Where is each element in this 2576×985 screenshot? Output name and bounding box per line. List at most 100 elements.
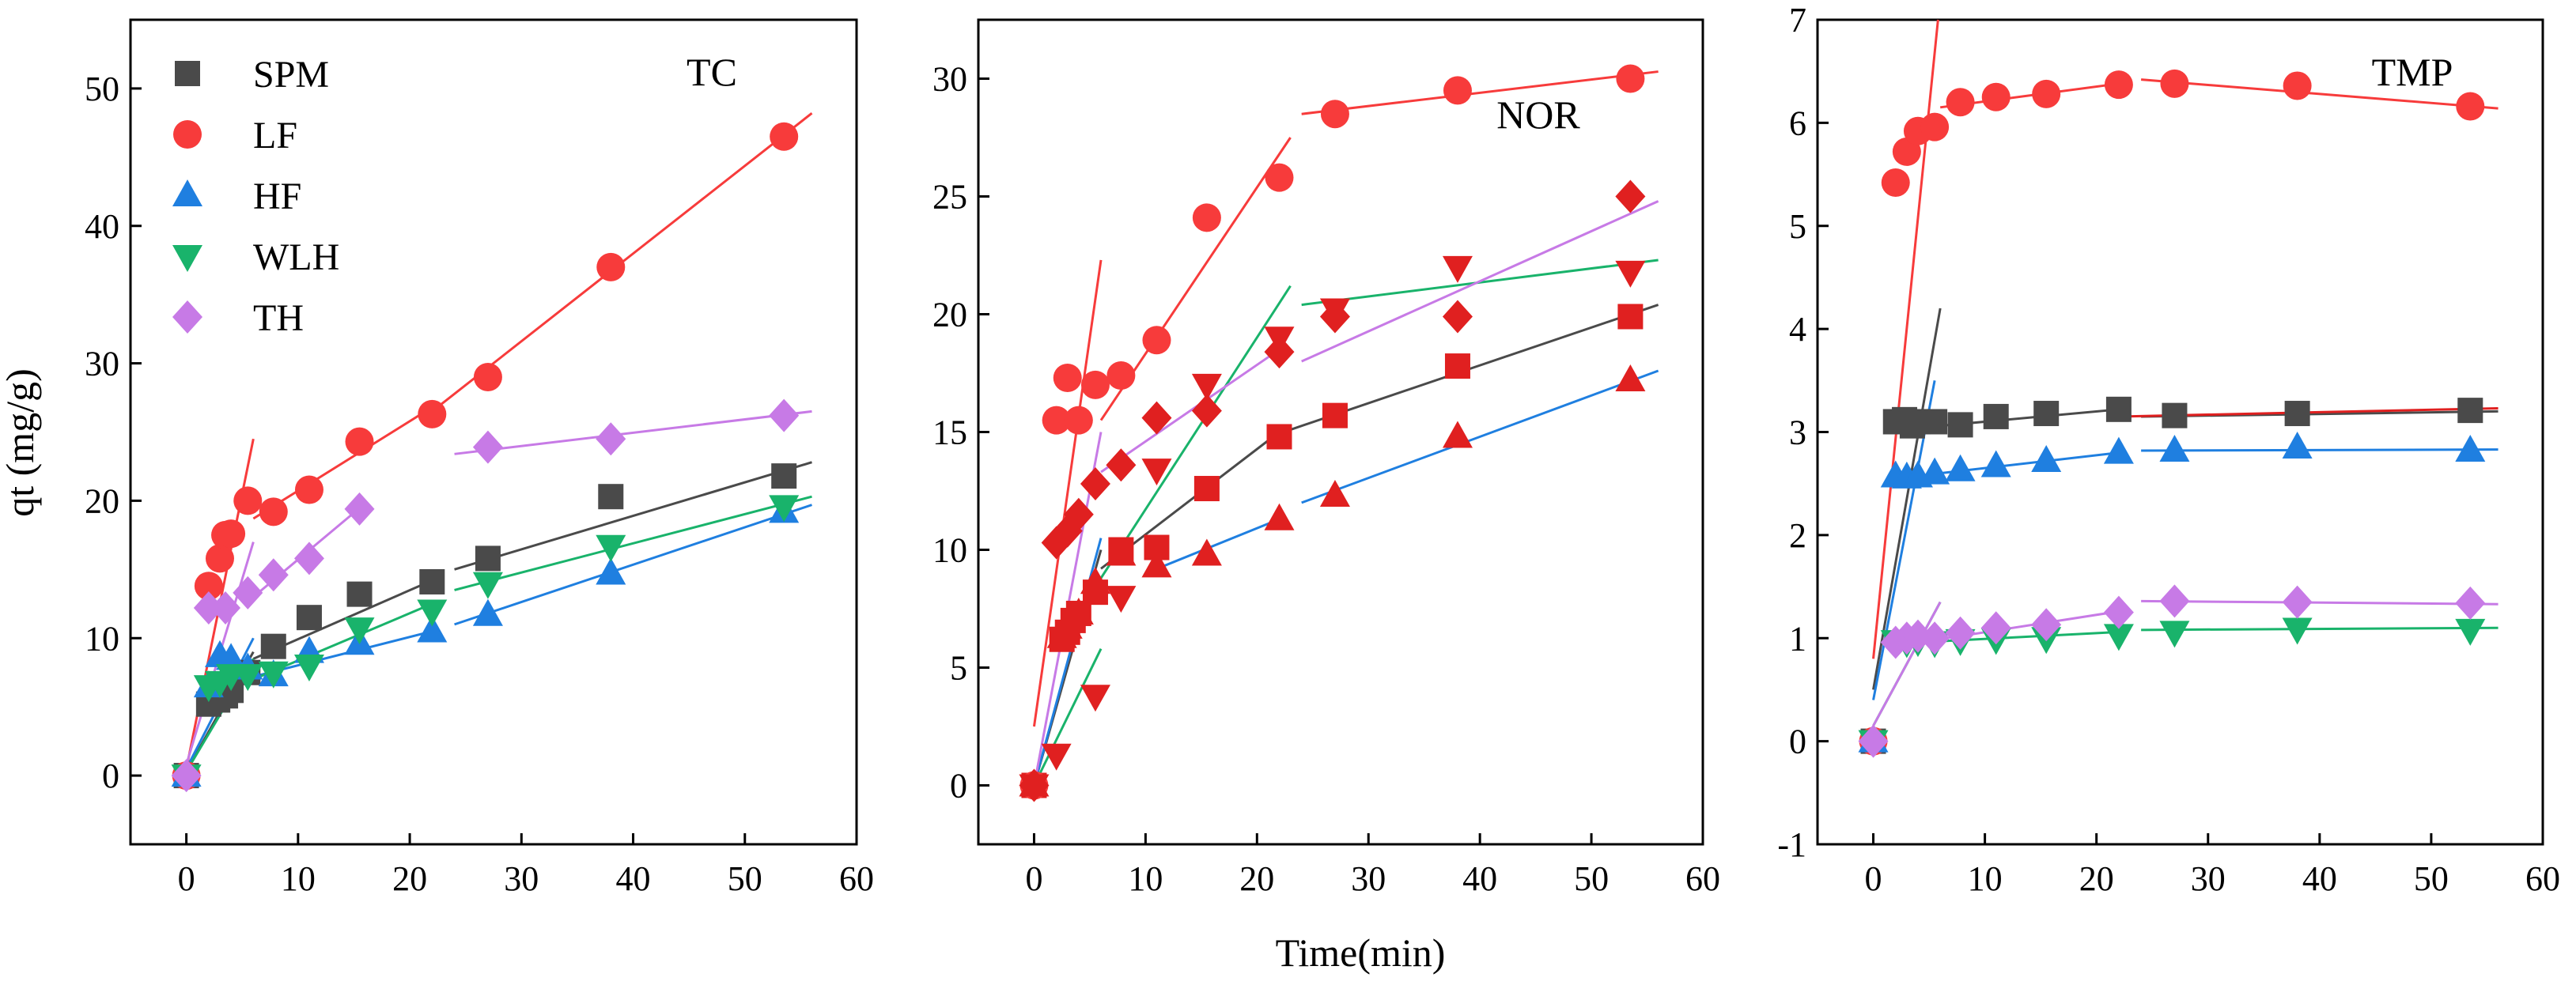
y-tick-label: 0 (950, 767, 967, 806)
point-th (1019, 768, 1050, 802)
point-wlh (233, 664, 263, 692)
point-hf (1615, 364, 1646, 391)
y-tick-label: 6 (1789, 104, 1806, 142)
point-th (1063, 497, 1094, 531)
point-lf (2032, 79, 2061, 108)
point-spm (598, 484, 624, 510)
point-spm (1444, 353, 1470, 379)
fit-line-hf (1144, 518, 1280, 575)
fit-line-th (1301, 200, 1659, 363)
point-spm (1193, 476, 1220, 502)
x-tick-label: 20 (392, 859, 427, 898)
point-wlh (1106, 586, 1137, 613)
y-tick-label: 2 (1789, 516, 1806, 555)
fit-line-wlh (1033, 648, 1103, 787)
legend-marker-wlh (172, 245, 202, 272)
point-hf (596, 557, 626, 585)
point-lf (1106, 360, 1136, 390)
point-hf (1052, 611, 1083, 639)
point-th (210, 591, 241, 625)
fit-line-hf (1940, 451, 2120, 475)
point-wlh (2159, 621, 2190, 648)
x-axis-title: Time(min) (1276, 930, 1446, 975)
panel-title: TMP (2372, 50, 2453, 94)
x-tick-label: 50 (1574, 859, 1609, 898)
fit-line-wlh (2141, 626, 2498, 632)
point-th (344, 492, 375, 526)
x-tick-label: 60 (2525, 859, 2560, 898)
point-th (769, 398, 800, 432)
point-th (2159, 584, 2190, 618)
x-tick-label: 40 (2302, 859, 2337, 898)
legend-marker-th (172, 300, 202, 334)
point-hf (1063, 597, 1094, 625)
fit-line-spm (454, 461, 812, 571)
point-lf (1920, 112, 1950, 142)
fit-line-lf (1032, 259, 1103, 727)
x-tick-label: 0 (178, 859, 195, 898)
point-hf (1264, 503, 1295, 530)
point-wlh (1615, 260, 1646, 288)
point-lf (2456, 92, 2485, 121)
point-spm (346, 581, 373, 607)
point-lf (770, 122, 799, 151)
y-tick-label: 10 (932, 531, 967, 570)
plot-frame (977, 18, 1704, 846)
legend-label-hf: HF (253, 175, 301, 217)
point-lf (294, 475, 323, 504)
x-tick-label: 20 (1239, 859, 1274, 898)
plot-frame (129, 18, 858, 846)
x-tick-label: 40 (616, 859, 651, 898)
fit-line-lf (1301, 70, 1659, 115)
y-tick-label: 40 (85, 207, 119, 246)
point-wlh (344, 617, 375, 645)
point-wlh (1041, 743, 1072, 771)
point-hf (1191, 538, 1222, 566)
point-lf (2104, 70, 2133, 100)
point-hf (1442, 421, 1473, 448)
point-th (2031, 608, 2062, 642)
x-tick-label: 50 (728, 859, 762, 898)
point-th (1442, 300, 1473, 334)
point-th (1106, 448, 1137, 482)
fit-line-spm (1872, 308, 1942, 690)
y-tick-label: 30 (85, 345, 119, 383)
x-tick-label: 20 (2079, 859, 2114, 898)
point-lf (1042, 406, 1071, 435)
y-tick-label: 0 (102, 757, 119, 795)
x-tick-label: 30 (2191, 859, 2226, 898)
point-wlh (2455, 618, 2486, 646)
point-hf (1141, 550, 1172, 578)
point-wlh (2282, 617, 2313, 645)
point-th (1319, 300, 1350, 334)
point-lf (1142, 326, 1171, 355)
y-tick-label: 10 (85, 619, 119, 658)
point-wlh (769, 495, 800, 523)
legend-marker-hf (172, 179, 202, 206)
panel-title: TC (687, 50, 737, 94)
y-tick-label: 0 (1789, 723, 1806, 761)
point-wlh (2103, 624, 2134, 651)
point-hf (2031, 445, 2062, 473)
point-th (1858, 724, 1889, 758)
point-lf (596, 252, 626, 281)
x-tick-label: 60 (839, 859, 874, 898)
fit-line-hf (454, 504, 812, 626)
legend-label-wlh: WLH (253, 236, 339, 278)
x-tick-label: 10 (281, 859, 316, 898)
y-tick-label: 4 (1789, 310, 1806, 349)
point-lf (1192, 203, 1221, 232)
point-lf (259, 497, 288, 526)
point-lf (205, 544, 234, 573)
point-hf (1980, 450, 2011, 477)
point-wlh (258, 661, 289, 689)
point-spm (419, 568, 445, 594)
point-lf (1616, 64, 1645, 93)
point-th (1141, 401, 1172, 435)
y-tick-label: 20 (85, 481, 119, 520)
point-th (1080, 467, 1110, 501)
point-th (596, 422, 626, 456)
legend-marker-spm (175, 61, 200, 86)
point-hf (1920, 457, 1950, 485)
point-th (1945, 616, 1976, 650)
